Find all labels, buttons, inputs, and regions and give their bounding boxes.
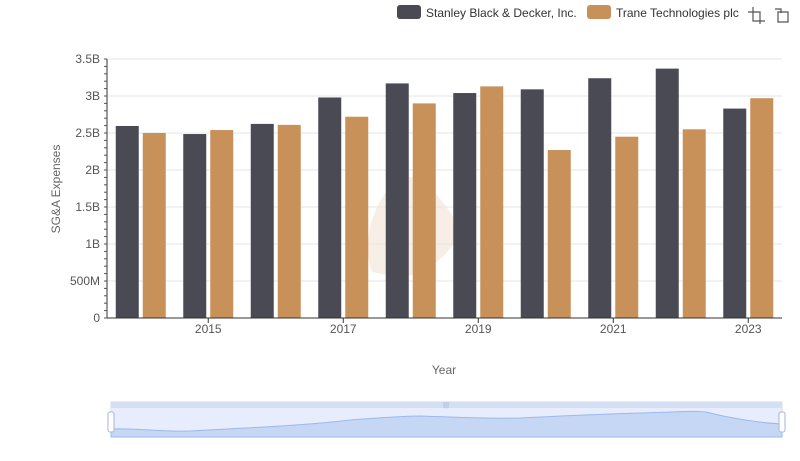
slider-grip-icon[interactable]: ||| (443, 402, 449, 409)
slider-handle-right[interactable] (778, 411, 786, 433)
bar-trane-2023[interactable] (750, 98, 774, 318)
legend-item-trane[interactable]: Trane Technologies plc (587, 5, 739, 20)
y-tick-label: 2B (85, 163, 100, 177)
bar-trane-2014[interactable] (142, 133, 166, 318)
y-tick-label: 0 (93, 311, 100, 325)
bar-stanley-2017[interactable] (318, 97, 342, 318)
bar-trane-2020[interactable] (547, 150, 571, 318)
legend-label-trane: Trane Technologies plc (616, 6, 739, 20)
y-tick-label: 500M (70, 274, 100, 288)
axes (104, 58, 782, 319)
bar-trane-2021[interactable] (615, 136, 639, 318)
slider-top-bar[interactable] (111, 402, 782, 408)
crop-select-icon[interactable] (748, 7, 765, 24)
bar-trane-2016[interactable] (277, 124, 301, 318)
x-tick-label: 2015 (195, 322, 222, 336)
bar-stanley-2019[interactable] (453, 93, 477, 318)
bar-trane-2018[interactable] (412, 103, 436, 319)
bars (115, 68, 774, 319)
x-ticks: 2015 2017 2019 2021 2023 (195, 318, 762, 336)
bar-trane-2022[interactable] (682, 129, 706, 318)
x-tick-label: 2021 (600, 322, 627, 336)
bar-trane-2015[interactable] (210, 130, 234, 318)
x-axis-title: Year (432, 363, 456, 377)
legend: Stanley Black & Decker, Inc. Trane Techn… (397, 5, 739, 20)
slider-preview-area (110, 410, 783, 438)
y-ticks: 0 500M 1B 1.5B 2B 2.5B 3B 3.5B (70, 52, 100, 325)
bar-stanley-2020[interactable] (520, 89, 544, 318)
bar-stanley-2018[interactable] (385, 83, 409, 318)
data-zoom-slider[interactable]: ||| (107, 401, 786, 438)
slider-handle-left[interactable] (107, 411, 115, 433)
bar-trane-2017[interactable] (345, 116, 369, 318)
y-axis-title: SG&A Expenses (49, 145, 63, 234)
y-tick-label: 3.5B (75, 52, 100, 66)
bar-stanley-2022[interactable] (655, 68, 679, 319)
bar-trane-2019[interactable] (480, 86, 504, 318)
y-tick-label: 1B (85, 237, 100, 251)
x-tick-label: 2017 (330, 322, 357, 336)
legend-label-stanley: Stanley Black & Decker, Inc. (426, 6, 577, 20)
bar-stanley-2021[interactable] (588, 78, 612, 319)
bar-stanley-2014[interactable] (115, 125, 139, 318)
bar-stanley-2023[interactable] (723, 108, 747, 318)
y-tick-label: 2.5B (75, 126, 100, 140)
x-tick-label: 2023 (735, 322, 762, 336)
reset-zoom-icon[interactable] (775, 8, 789, 23)
bar-stanley-2015[interactable] (183, 134, 207, 318)
y-tick-label: 1.5B (75, 200, 100, 214)
legend-item-stanley[interactable]: Stanley Black & Decker, Inc. (397, 5, 577, 20)
legend-swatch-trane (587, 5, 611, 19)
y-tick-label: 3B (85, 89, 100, 103)
bar-stanley-2016[interactable] (250, 123, 274, 318)
legend-swatch-stanley (397, 5, 421, 19)
x-tick-label: 2019 (465, 322, 492, 336)
